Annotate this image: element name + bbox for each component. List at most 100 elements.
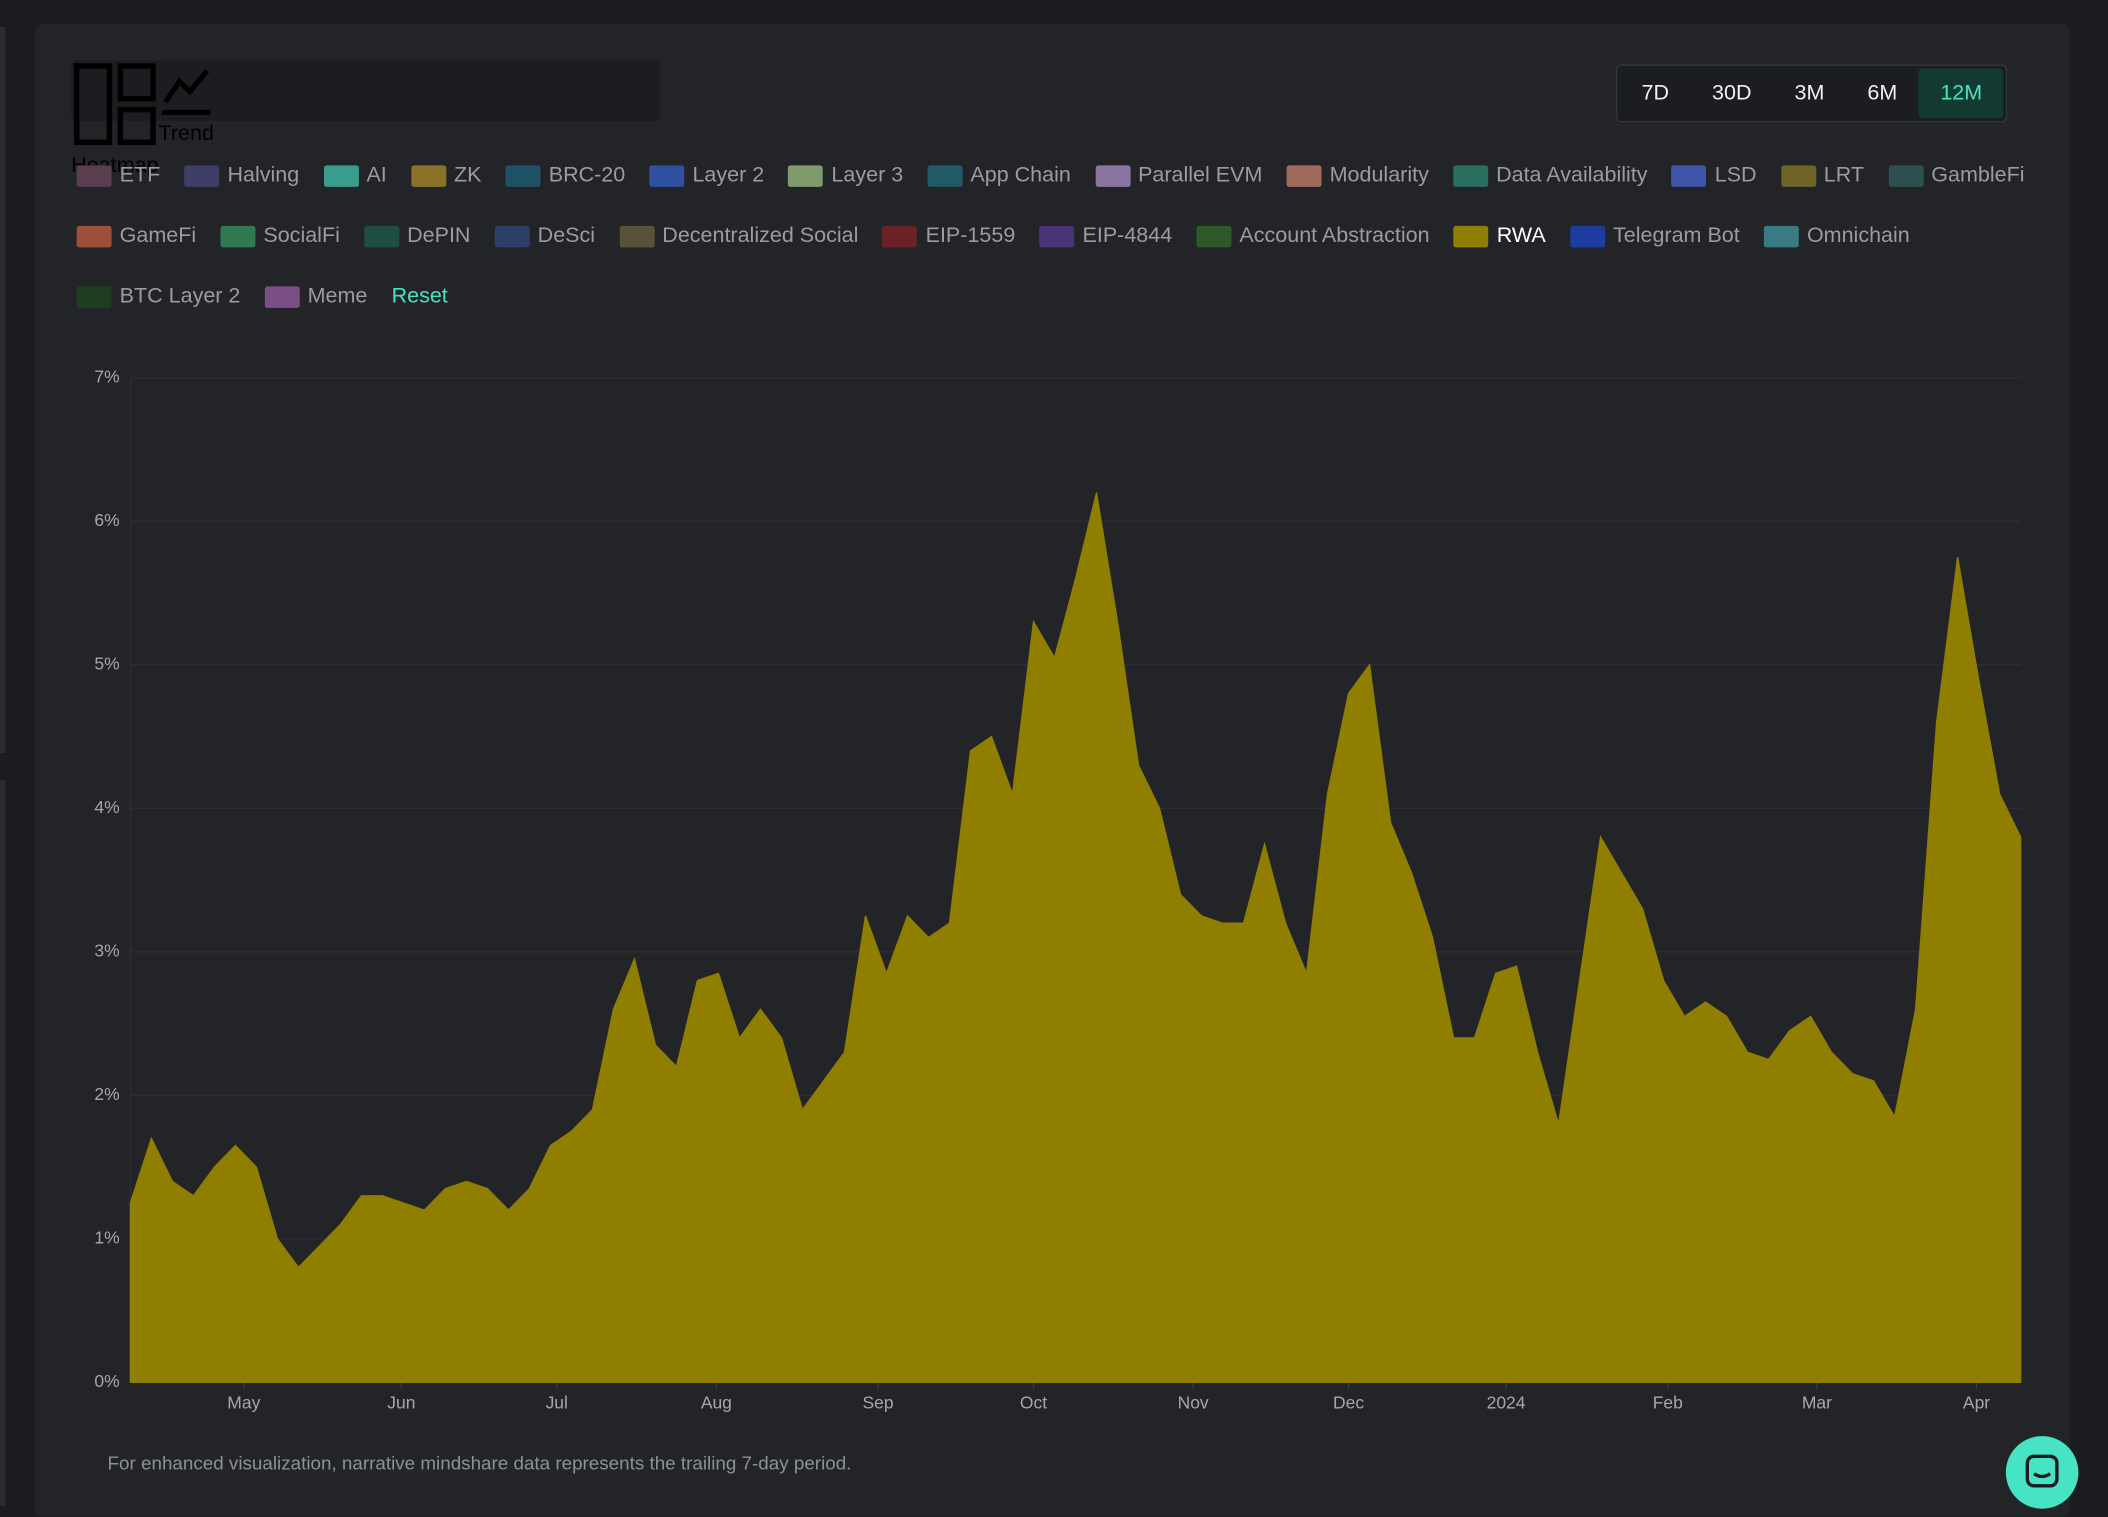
- tab[interactable]: Trend: [159, 61, 214, 145]
- x-tick-label: 2024: [1487, 1392, 1526, 1412]
- legend-label: GameFi: [119, 223, 197, 247]
- legend-label: GambleFi: [1931, 163, 2025, 187]
- view-tabs: Heatmap Trend: [71, 60, 661, 177]
- y-tick-label: 0%: [94, 1371, 119, 1391]
- y-tick-label: 1%: [94, 1227, 119, 1247]
- legend-item[interactable]: App Chain: [927, 145, 1071, 206]
- legend-label: ETF: [119, 163, 161, 187]
- legend-item[interactable]: AI: [323, 145, 387, 206]
- x-tick-label: Dec: [1333, 1392, 1364, 1412]
- range-button[interactable]: 12M: [1918, 68, 2004, 119]
- legend-swatch: [788, 164, 824, 187]
- legend-item[interactable]: Parallel EVM: [1095, 145, 1262, 206]
- legend-swatch: [220, 225, 256, 247]
- legend-item[interactable]: SocialFi: [220, 206, 340, 267]
- legend-item[interactable]: Meme: [264, 266, 367, 327]
- legend-label: DePIN: [407, 223, 471, 247]
- legend-item[interactable]: Layer 2: [649, 145, 764, 206]
- legend-item[interactable]: Halving: [184, 145, 299, 206]
- legend-label: BRC-20: [548, 163, 626, 187]
- legend-label: DeSci: [537, 223, 596, 247]
- legend-swatch: [1763, 225, 1799, 247]
- legend-label: LRT: [1823, 163, 1865, 187]
- legend-swatch: [76, 164, 112, 187]
- x-tick-label: Sep: [863, 1392, 894, 1412]
- chat-icon: [2025, 1454, 2059, 1488]
- legend-item[interactable]: ETF: [76, 145, 161, 206]
- legend-swatch: [882, 225, 918, 247]
- legend-item[interactable]: LSD: [1671, 145, 1757, 206]
- area: [129, 492, 2022, 1383]
- legend-label: Decentralized Social: [662, 223, 859, 247]
- tab-icon: [161, 69, 211, 116]
- legend-item[interactable]: Account Abstraction: [1196, 206, 1430, 267]
- x-tick-label: May: [227, 1392, 260, 1412]
- legend-label: Layer 2: [692, 163, 765, 187]
- legend-item[interactable]: EIP-4844: [1039, 206, 1172, 267]
- legend-item[interactable]: Layer 3: [788, 145, 903, 206]
- x-tick-label: Jun: [387, 1392, 415, 1412]
- legend-swatch: [264, 285, 300, 308]
- y-tick-label: 3%: [94, 940, 119, 960]
- legend-swatch: [619, 225, 655, 247]
- legend-item[interactable]: GambleFi: [1888, 145, 2025, 206]
- legend-item[interactable]: Modularity: [1286, 145, 1429, 206]
- tab-icon: [73, 63, 156, 146]
- legend-item[interactable]: Data Availability: [1453, 145, 1648, 206]
- legend-label: Account Abstraction: [1239, 223, 1430, 247]
- y-tick-label: 2%: [94, 1084, 119, 1104]
- legend-swatch: [1453, 225, 1489, 247]
- legend-item[interactable]: BRC-20: [505, 145, 626, 206]
- x-tick-label: Aug: [701, 1392, 732, 1412]
- legend-label: Layer 3: [831, 163, 904, 187]
- legend-item[interactable]: DeSci: [494, 206, 596, 267]
- range-button[interactable]: 7D: [1641, 82, 1669, 105]
- legend-swatch: [927, 164, 963, 187]
- legend-swatch: [1888, 164, 1924, 187]
- legend-item[interactable]: RWA: [1453, 206, 1546, 267]
- side-panel: [0, 779, 6, 1507]
- tab[interactable]: Heatmap: [71, 61, 159, 177]
- legend-item[interactable]: ZK: [410, 145, 482, 206]
- x-tick-label: Mar: [1802, 1392, 1832, 1412]
- legend-item[interactable]: Telegram Bot: [1569, 206, 1740, 267]
- legend-item[interactable]: GameFi: [76, 206, 197, 267]
- chat-button[interactable]: [2005, 1436, 2079, 1509]
- reset-button[interactable]: Reset: [391, 285, 448, 308]
- legend-label: EIP-4844: [1082, 223, 1173, 247]
- side-panel: [0, 26, 6, 754]
- legend-label: LSD: [1714, 163, 1757, 187]
- x-tick-label: Oct: [1020, 1392, 1047, 1412]
- legend-label: AI: [366, 163, 387, 187]
- legend-swatch: [1196, 225, 1232, 247]
- legend-item[interactable]: BTC Layer 2: [76, 266, 240, 327]
- legend-swatch: [184, 164, 220, 187]
- range-button[interactable]: 30D: [1712, 82, 1752, 105]
- x-tick-label: Jul: [546, 1392, 568, 1412]
- legend-label: Halving: [227, 163, 300, 187]
- legend-label: SocialFi: [263, 223, 340, 247]
- legend-swatch: [1780, 164, 1816, 187]
- range-button[interactable]: 6M: [1867, 82, 1898, 105]
- legend-label: Modularity: [1329, 163, 1429, 187]
- legend-swatch: [1286, 164, 1322, 187]
- legend-label: RWA: [1496, 223, 1546, 247]
- legend-label: Omnichain: [1806, 223, 1910, 247]
- footnote: For enhanced visualization, narrative mi…: [107, 1452, 852, 1474]
- legend-swatch: [649, 164, 685, 187]
- legend-item[interactable]: EIP-1559: [882, 206, 1016, 267]
- legend-item[interactable]: LRT: [1780, 145, 1865, 206]
- legend-label: EIP-1559: [925, 223, 1016, 247]
- legend-label: Parallel EVM: [1138, 163, 1263, 187]
- range-button[interactable]: 3M: [1794, 82, 1825, 105]
- legend-item[interactable]: DePIN: [364, 206, 470, 267]
- legend-swatch: [323, 164, 359, 187]
- legend-label: Telegram Bot: [1612, 223, 1740, 247]
- x-tick-label: Nov: [1178, 1392, 1209, 1412]
- x-tick-label: Apr: [1963, 1392, 1990, 1412]
- tab-label: Trend: [158, 122, 214, 146]
- legend-item[interactable]: Decentralized Social: [619, 206, 858, 267]
- legend-item[interactable]: Omnichain: [1763, 206, 1910, 267]
